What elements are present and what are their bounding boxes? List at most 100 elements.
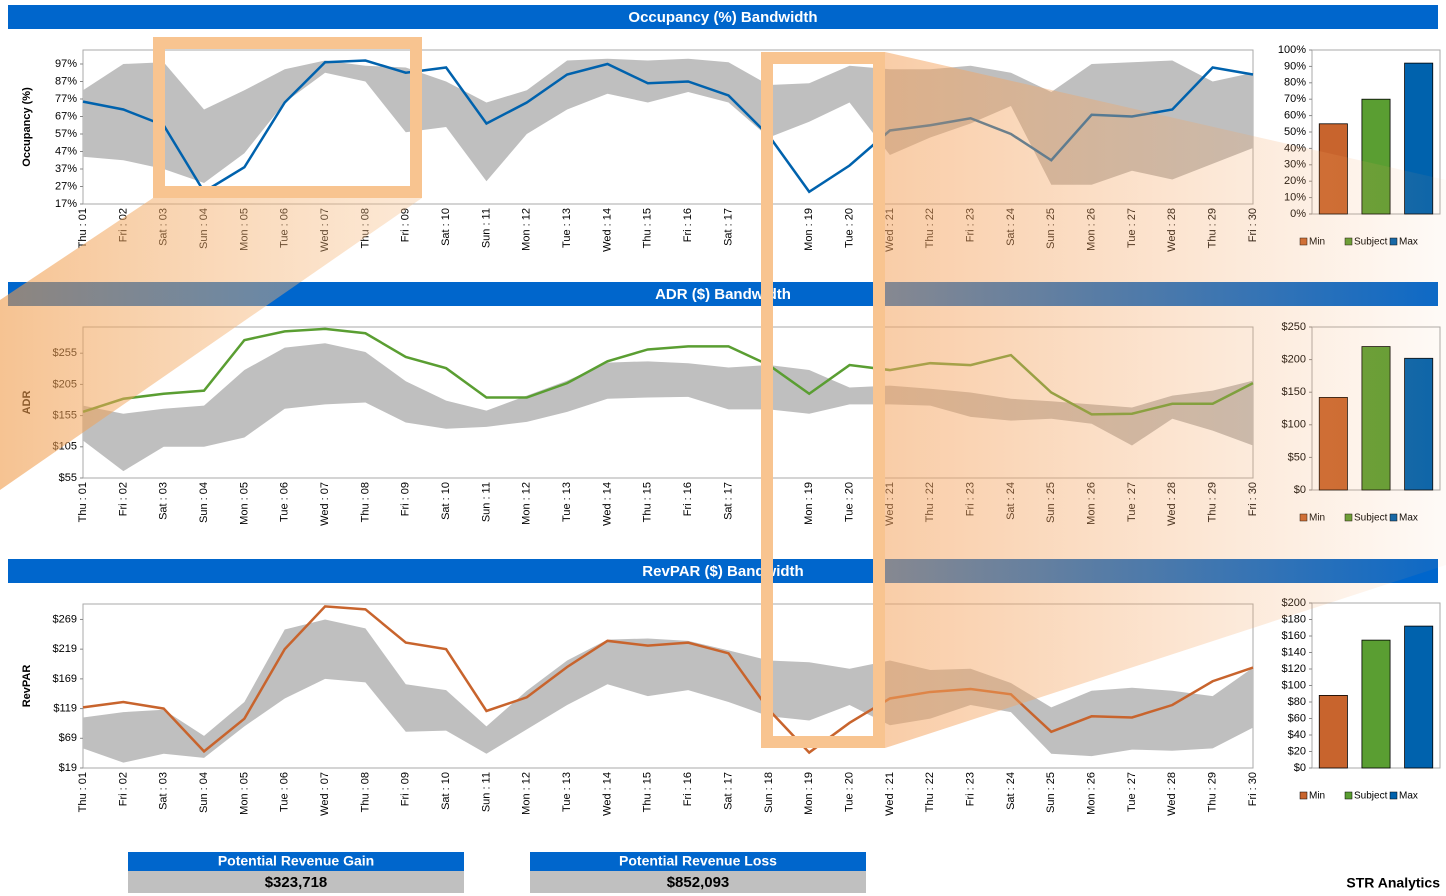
x-tick-label: Mon : 12 <box>521 208 533 251</box>
y-tick-label: $20 <box>1288 745 1306 757</box>
x-tick-label: Tue : 06 <box>279 208 291 248</box>
x-tick-label: Wed : 21 <box>884 772 896 816</box>
gain-value-box <box>128 871 464 893</box>
charts: Occupancy (%) Bandwidth 17% 27% 37% 47% 57% 67… <box>8 5 1441 816</box>
y-tick-label: $100 <box>1282 419 1306 431</box>
x-tick-label: Sun : 18 <box>763 208 775 249</box>
x-tick-label: Mon : 26 <box>1086 208 1098 251</box>
legend-label: Max <box>1399 791 1418 802</box>
gain-header <box>128 852 464 871</box>
x-tick-label: Wed : 28 <box>1166 208 1178 252</box>
x-tick-label: Wed : 21 <box>884 482 896 526</box>
y-tick-label: 60% <box>1284 110 1306 122</box>
x-tick-label: Wed : 07 <box>319 482 331 526</box>
legend-label: Min <box>1309 513 1325 524</box>
x-tick-label: Tue : 06 <box>279 772 291 812</box>
x-tick-label: Mon : 26 <box>1086 482 1098 525</box>
x-tick-label: Mon : 05 <box>238 482 250 525</box>
x-tick-label: Sun : 04 <box>198 208 210 249</box>
bar <box>1404 62 1434 215</box>
bar <box>1318 397 1348 491</box>
x-tick-label: Thu : 01 <box>77 772 89 812</box>
x-tick-label: Thu : 22 <box>924 208 936 248</box>
x-tick-label: Sun : 25 <box>1045 208 1057 249</box>
legend-label: Subject <box>1354 237 1388 248</box>
x-tick-label: Sun : 25 <box>1045 772 1057 813</box>
loss-value-box <box>530 871 866 893</box>
x-tick-label: Sat : 10 <box>440 208 452 246</box>
legend-swatch <box>1389 513 1398 522</box>
legend-swatch <box>1299 791 1308 800</box>
x-tick-label: Sat : 03 <box>158 208 170 246</box>
x-tick-label: Wed : 28 <box>1166 482 1178 526</box>
x-tick-label: Wed : 14 <box>601 772 613 816</box>
x-tick-label: Wed : 07 <box>319 208 331 252</box>
x-tick-label: Sat : 17 <box>722 208 734 246</box>
legend-swatch <box>1344 791 1353 800</box>
x-tick-label: Thu : 15 <box>642 208 654 248</box>
x-tick-label: Fri : 09 <box>400 482 412 516</box>
banner <box>8 5 1438 29</box>
legend-swatch <box>1389 237 1398 246</box>
y-tick-label: $150 <box>1282 386 1306 398</box>
y-tick-label: 87% <box>55 75 77 87</box>
legend-label: Min <box>1309 791 1325 802</box>
x-tick-label: Sat : 24 <box>1005 208 1017 246</box>
y-tick-label: 67% <box>55 110 77 122</box>
y-tick-label: $255 <box>53 347 77 359</box>
gain-title: Potential Revenue Gain <box>218 853 374 869</box>
x-tick-label: Sun : 11 <box>480 208 492 248</box>
x-tick-label: Fri : 09 <box>400 208 412 242</box>
x-tick-label: Sat : 10 <box>440 772 452 810</box>
y-axis-title: Occupancy (%) <box>21 87 33 167</box>
x-tick-label: Sat : 17 <box>722 772 734 810</box>
x-tick-label: Tue : 20 <box>843 208 855 248</box>
y-tick-label: 97% <box>55 58 77 70</box>
x-tick-label: Mon : 19 <box>803 482 815 525</box>
y-tick-label: 90% <box>1284 60 1306 72</box>
x-tick-label: Mon : 12 <box>521 772 533 815</box>
x-tick-label: Wed : 21 <box>884 208 896 252</box>
y-axis-title: ADR <box>21 391 33 415</box>
y-tick-label: $50 <box>1288 451 1306 463</box>
y-tick-label: 20% <box>1284 175 1306 187</box>
x-tick-label: Sat : 24 <box>1005 772 1017 810</box>
y-tick-label: $55 <box>59 472 77 484</box>
y-tick-label: 50% <box>1284 126 1306 138</box>
x-tick-label: Fri : 02 <box>117 482 129 516</box>
legend-label: Subject <box>1354 791 1388 802</box>
legend-swatch <box>1344 237 1353 246</box>
x-tick-label: Fri : 16 <box>682 208 694 242</box>
x-tick-label: Sat : 24 <box>1005 482 1017 520</box>
y-tick-label: $60 <box>1288 712 1306 724</box>
x-tick-label: Tue : 20 <box>843 482 855 522</box>
y-tick-label: 30% <box>1284 159 1306 171</box>
x-tick-label: Fri : 30 <box>1247 772 1259 806</box>
x-tick-label: Sun : 18 <box>763 772 775 813</box>
y-tick-label: $169 <box>53 673 77 685</box>
y-tick-label: 10% <box>1284 192 1306 204</box>
y-tick-label: $155 <box>53 410 77 422</box>
x-tick-label: Thu : 29 <box>1207 208 1219 248</box>
x-tick-label: Sun : 11 <box>480 482 492 522</box>
y-tick-label: $0 <box>1294 484 1306 496</box>
x-tick-label: Thu : 08 <box>359 482 371 522</box>
x-tick-label: Sun : 04 <box>198 482 210 523</box>
x-tick-label: Sat : 10 <box>440 482 452 520</box>
bar <box>1361 98 1391 215</box>
y-tick-label: 80% <box>1284 77 1306 89</box>
y-tick-label: $160 <box>1282 630 1306 642</box>
bar <box>1404 625 1434 769</box>
bar <box>1361 639 1391 769</box>
y-tick-label: $120 <box>1282 663 1306 675</box>
y-tick-label: 100% <box>1278 44 1306 56</box>
bar <box>1318 123 1348 215</box>
bar <box>1404 357 1434 491</box>
x-tick-label: Fri : 23 <box>964 208 976 242</box>
bar <box>1361 346 1391 491</box>
x-tick-label: Mon : 19 <box>803 772 815 815</box>
x-tick-label: Mon : 05 <box>238 208 250 251</box>
legend-swatch <box>1389 791 1398 800</box>
